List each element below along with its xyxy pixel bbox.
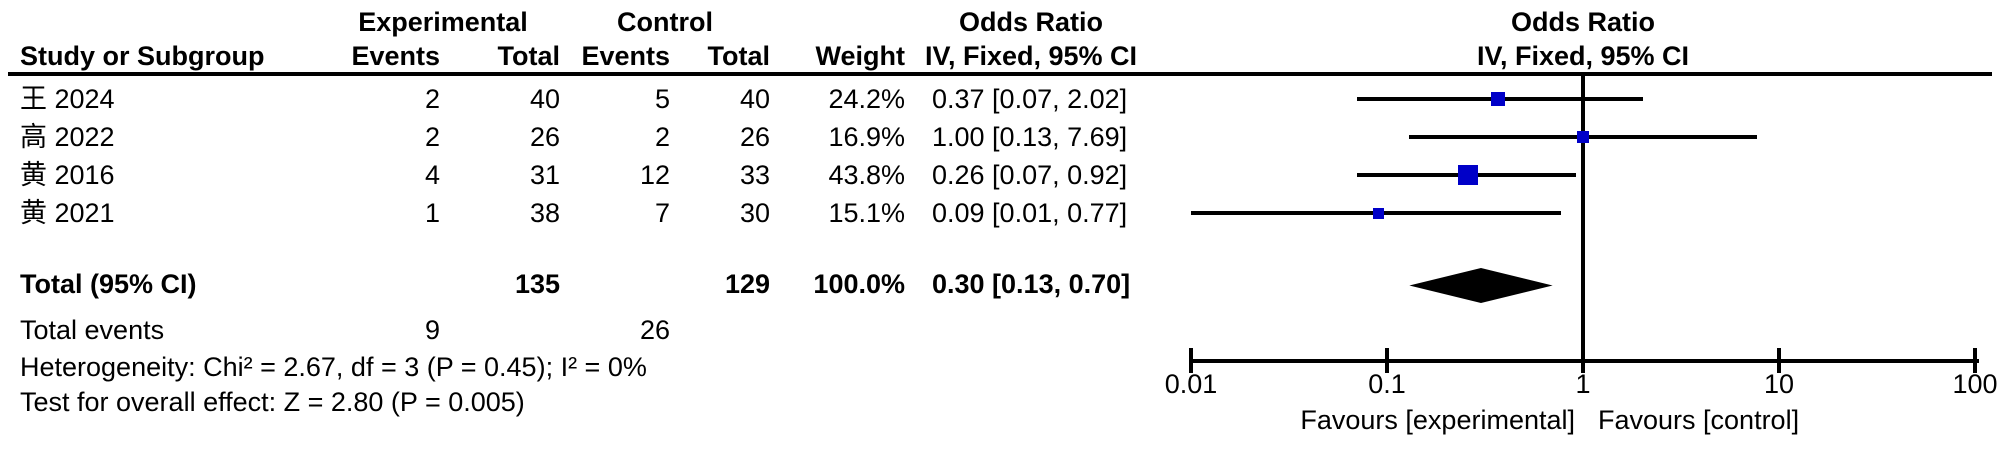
study-weight: 24.2%: [828, 84, 905, 114]
or-point-marker: [1577, 131, 1589, 143]
header-ctrl-events: Events: [581, 41, 670, 71]
total-ctrl-total: 129: [724, 269, 770, 299]
study-exp-total: 26: [529, 122, 560, 152]
header-method-text-column: IV, Fixed, 95% CI: [924, 41, 1138, 71]
study-or-ci-text: 0.37 [0.07, 2.02]: [932, 84, 1128, 114]
total-weight: 100.0%: [813, 269, 905, 299]
axis-tick-label: 0.1: [1368, 369, 1406, 399]
total-exp-total: 135: [514, 269, 560, 299]
column-group-experimental: Experimental: [358, 7, 528, 37]
study-exp-events: 1: [424, 198, 440, 228]
study-exp-events: 2: [424, 84, 440, 114]
odds-ratio-plot-title: Odds Ratio: [1510, 7, 1656, 37]
null-effect-line: [1581, 76, 1585, 361]
header-method-plot-column: IV, Fixed, 95% CI: [1476, 41, 1690, 71]
total-effect-diamond: [1409, 268, 1553, 303]
study-exp-events: 2: [424, 122, 440, 152]
study-ctrl-events: 2: [654, 122, 670, 152]
study-or-ci-text: 0.26 [0.07, 0.92]: [932, 160, 1128, 190]
study-name: 黄 2021: [20, 198, 115, 228]
heterogeneity-text: Heterogeneity: Chi² = 2.67, df = 3 (P = …: [20, 352, 647, 382]
study-weight: 43.8%: [828, 160, 905, 190]
or-point-marker: [1491, 92, 1506, 106]
axis-tick: [1385, 348, 1389, 373]
header-ctrl-total: Total: [707, 41, 771, 71]
axis-tick-label: 100: [1952, 369, 1998, 399]
favours-experimental-label: Favours [experimental]: [1300, 405, 1575, 435]
axis-tick: [1973, 348, 1977, 373]
total-events-control: 26: [639, 315, 670, 345]
study-name: 黄 2016: [20, 160, 115, 190]
or-point-marker: [1458, 165, 1479, 185]
study-name: 高 2022: [20, 122, 115, 152]
study-exp-events: 4: [424, 160, 440, 190]
header-exp-total: Total: [497, 41, 561, 71]
axis-tick-label: 0.01: [1164, 369, 1218, 399]
odds-ratio-text-column-title: Odds Ratio: [958, 7, 1104, 37]
favours-control-label: Favours [control]: [1598, 405, 1800, 435]
study-exp-total: 38: [529, 198, 560, 228]
column-group-control: Control: [617, 7, 713, 37]
study-name: 王 2024: [20, 84, 115, 114]
study-weight: 15.1%: [828, 198, 905, 228]
header-rule: [8, 72, 1992, 76]
study-ctrl-total: 40: [739, 84, 770, 114]
study-or-ci-text: 1.00 [0.13, 7.69]: [932, 122, 1128, 152]
axis-tick: [1777, 348, 1781, 373]
study-or-ci-text: 0.09 [0.01, 0.77]: [932, 198, 1128, 228]
header-weight: Weight: [815, 41, 906, 71]
study-ctrl-events: 5: [654, 84, 670, 114]
overall-effect-text: Test for overall effect: Z = 2.80 (P = 0…: [20, 387, 525, 417]
axis-tick: [1581, 348, 1585, 373]
study-exp-total: 31: [529, 160, 560, 190]
study-ctrl-events: 7: [654, 198, 670, 228]
axis-tick: [1189, 348, 1193, 373]
total-or-ci-text: 0.30 [0.13, 0.70]: [932, 269, 1131, 299]
study-ctrl-events: 12: [639, 160, 670, 190]
total-row-label: Total (95% CI): [20, 269, 197, 299]
study-exp-total: 40: [529, 84, 560, 114]
study-ctrl-total: 33: [739, 160, 770, 190]
total-events-label: Total events: [20, 315, 165, 345]
study-weight: 16.9%: [828, 122, 905, 152]
axis-tick-label: 10: [1763, 369, 1795, 399]
header-exp-events: Events: [351, 41, 440, 71]
header-study-or-subgroup: Study or Subgroup: [20, 41, 265, 71]
total-events-experimental: 9: [424, 315, 440, 345]
or-point-marker: [1372, 207, 1384, 219]
axis-tick-label: 1: [1575, 369, 1591, 399]
study-ctrl-total: 26: [739, 122, 770, 152]
study-ctrl-total: 30: [739, 198, 770, 228]
